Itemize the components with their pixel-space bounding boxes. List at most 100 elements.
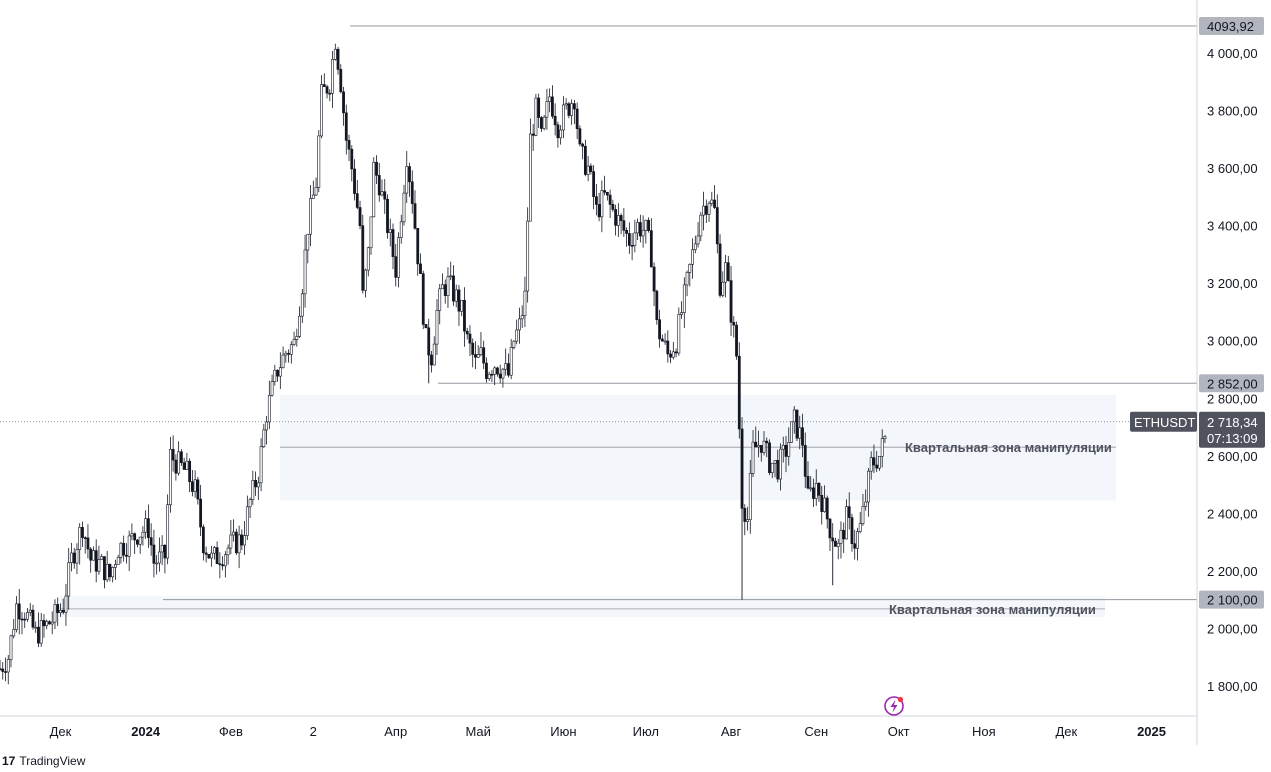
candle-body: [278, 367, 282, 377]
candle-body: [724, 262, 727, 283]
candle-body: [685, 272, 689, 286]
candle-body: [594, 196, 598, 205]
brand-name[interactable]: TradingView: [19, 754, 86, 768]
candle-body: [460, 300, 464, 312]
candle-body: [303, 249, 307, 295]
candle-body: [328, 92, 332, 95]
price-chart[interactable]: Квартальная зона манипуляции Квартальная …: [0, 0, 1271, 750]
candle-body: [347, 140, 351, 150]
candle-body: [531, 133, 535, 136]
candle-body: [410, 181, 414, 204]
candle-body: [578, 128, 582, 145]
candle-body: [787, 442, 791, 457]
candle-body: [438, 288, 442, 311]
candle-body: [1, 668, 5, 672]
candle-body: [545, 101, 549, 118]
candle-body: [729, 280, 733, 323]
candle-body: [586, 165, 590, 175]
candle-body: [270, 381, 274, 396]
candle-body: [397, 237, 400, 278]
candle-body: [160, 544, 164, 553]
candle-body: [372, 161, 376, 218]
candle-body: [781, 444, 785, 450]
candle-body: [633, 232, 637, 246]
candle-body: [53, 604, 57, 623]
candle-body: [34, 626, 38, 629]
candle-body: [842, 529, 846, 540]
candle-body: [765, 440, 769, 444]
candle-body: [108, 563, 112, 578]
candle-body: [333, 48, 337, 60]
time-axis[interactable]: Дек 2024 Фев 2 Апр Май Июн Июл Авг Сен Окт Ноя Дек 20…: [0, 715, 1197, 739]
candle-body: [103, 556, 106, 581]
candle-body: [847, 506, 851, 518]
footer-branding: 17 TradingView: [0, 750, 85, 772]
candle-body: [45, 621, 49, 627]
candle-body: [476, 354, 480, 358]
candle-body: [638, 222, 642, 237]
candle-body: [177, 451, 181, 474]
candle-body: [358, 207, 362, 227]
candle-body: [751, 441, 755, 474]
candle-body: [743, 508, 747, 522]
candle-body: [201, 526, 205, 554]
candle-body: [504, 363, 508, 370]
candle-body: [641, 229, 645, 237]
candle-body: [636, 222, 639, 234]
candle-body: [72, 552, 76, 564]
candle-body: [454, 289, 458, 302]
price-axis[interactable]: 1 800,00 2 000,00 2 200,00 2 400,00 2 600,00…: [1196, 0, 1258, 745]
candle-body: [784, 444, 788, 457]
lightning-icon[interactable]: [884, 696, 904, 716]
candle-body: [564, 103, 568, 106]
candle-body: [116, 557, 120, 565]
candle-body: [452, 275, 455, 302]
time-tick-label: Окт: [888, 724, 910, 739]
candle-body: [441, 284, 444, 290]
candle-body: [839, 529, 843, 544]
candle-body: [726, 262, 730, 281]
candle-body: [649, 230, 653, 268]
candle-body: [575, 108, 579, 129]
candle-body: [732, 321, 736, 326]
candle-body: [391, 229, 395, 257]
candle-body: [718, 243, 722, 296]
candle-body: [430, 354, 433, 366]
candle-body: [300, 293, 304, 317]
candle-body: [551, 96, 554, 117]
candle-body: [402, 192, 406, 223]
candle-body: [647, 219, 650, 231]
time-tick-label: Июн: [550, 724, 576, 739]
candle-body: [583, 145, 587, 175]
candle-body: [223, 554, 227, 567]
symbol-badge: [1130, 411, 1197, 432]
candle-body: [501, 368, 505, 379]
time-tick-label: 2: [310, 724, 317, 739]
candle-body: [232, 531, 236, 536]
candle-body: [152, 544, 156, 564]
price-badge-label: 2 100,00: [1207, 593, 1258, 608]
candle-body: [853, 543, 857, 549]
candle-body: [317, 135, 321, 188]
level-lines: [0, 25, 1197, 601]
candle-body: [105, 563, 109, 581]
candle-body: [190, 481, 194, 492]
candle-body: [369, 216, 373, 249]
candle-body: [748, 473, 752, 520]
candle-body: [364, 269, 367, 291]
candle-body: [89, 548, 93, 561]
candle-body: [534, 97, 538, 136]
candle-body: [526, 220, 530, 292]
countdown-label: 07:13:09: [1207, 431, 1258, 446]
candle-body: [114, 564, 117, 568]
candle-body: [561, 104, 565, 131]
candle-body: [168, 449, 172, 506]
candle-body: [171, 449, 175, 461]
price-tick-label: 2 000,00: [1207, 621, 1258, 636]
candle-body: [831, 537, 835, 542]
candle-body: [608, 194, 612, 205]
tradingview-logo-icon[interactable]: 17: [2, 754, 16, 768]
candle-body: [125, 554, 128, 557]
time-tick-label: Дек: [50, 724, 72, 739]
candle-body: [779, 448, 782, 480]
